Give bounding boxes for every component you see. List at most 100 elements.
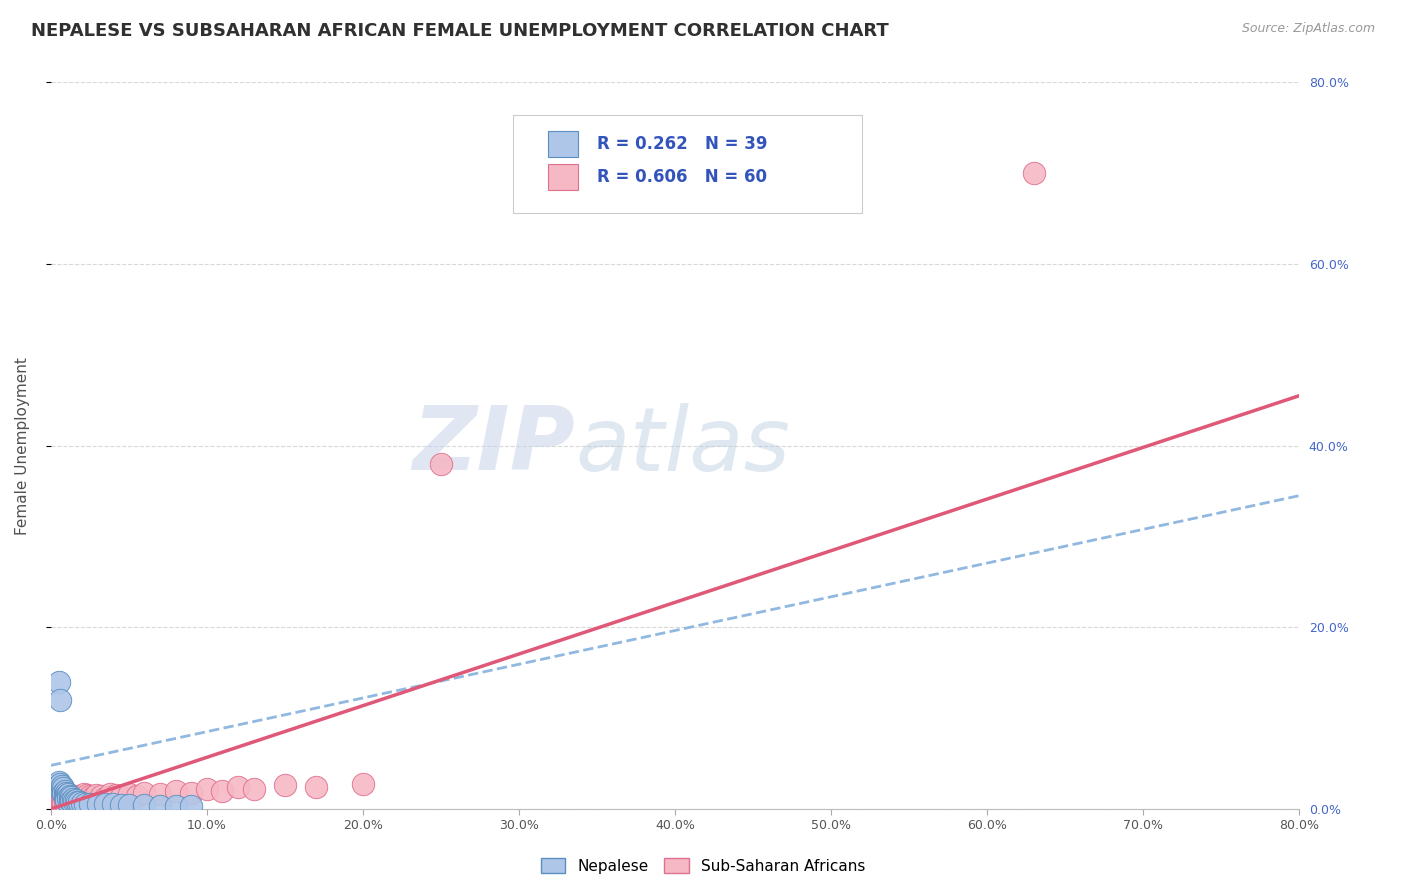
Point (56, 795, 79, 809)
Point (67, 790, 90, 805)
Text: R = 0.606   N = 60: R = 0.606 N = 60 (598, 168, 766, 186)
Text: atlas: atlas (575, 402, 790, 489)
Point (79, 789, 101, 804)
Point (195, 782, 218, 797)
Point (49, 693, 72, 707)
Point (430, 457, 453, 471)
Point (44, 789, 66, 803)
Point (60, 794, 83, 808)
Point (55, 794, 77, 808)
Point (70, 796, 93, 810)
Text: NEPALESE VS SUBSAHARAN AFRICAN FEMALE UNEMPLOYMENT CORRELATION CHART: NEPALESE VS SUBSAHARAN AFRICAN FEMALE UN… (31, 22, 889, 40)
Point (63, 798, 86, 813)
Point (52, 791, 75, 805)
Point (83, 793, 105, 807)
Point (65, 793, 87, 807)
Point (48, 674, 70, 689)
Point (58, 791, 80, 805)
Point (242, 782, 264, 797)
Point (134, 798, 156, 813)
FancyBboxPatch shape (513, 115, 862, 213)
Legend: Nepalese, Sub-Saharan Africans: Nepalese, Sub-Saharan Africans (534, 852, 872, 880)
Point (48, 779, 70, 793)
Point (52, 786, 75, 800)
Y-axis label: Female Unemployment: Female Unemployment (15, 357, 30, 534)
Point (56, 788, 79, 802)
Point (103, 792, 125, 806)
Text: Source: ZipAtlas.com: Source: ZipAtlas.com (1241, 22, 1375, 36)
Point (180, 786, 202, 800)
Point (52, 797, 75, 811)
Point (86, 797, 108, 812)
Point (53, 797, 76, 812)
Point (105, 789, 128, 803)
Point (63, 794, 86, 808)
FancyBboxPatch shape (548, 164, 578, 190)
Point (211, 784, 233, 798)
Point (55, 791, 77, 805)
Point (56, 789, 79, 804)
Point (51, 779, 73, 793)
Point (86, 794, 108, 808)
Point (84, 789, 107, 803)
Point (53, 784, 76, 798)
Point (80, 795, 103, 809)
Point (125, 789, 148, 804)
Point (48, 774, 70, 789)
Point (49, 776, 72, 790)
Point (180, 799, 202, 814)
Point (62, 797, 84, 812)
Point (75, 797, 97, 811)
Point (55, 789, 77, 804)
Point (56, 791, 79, 805)
FancyBboxPatch shape (548, 131, 578, 157)
Point (90, 789, 112, 804)
Point (76, 789, 98, 803)
Point (274, 778, 297, 792)
Point (60, 797, 83, 811)
Point (49, 795, 72, 809)
Point (58, 793, 80, 807)
Point (48, 786, 70, 800)
Point (103, 797, 125, 812)
Point (58, 796, 80, 810)
Point (53, 793, 76, 807)
Point (48, 793, 70, 807)
Point (55, 786, 77, 800)
Point (70, 791, 93, 805)
Point (94, 797, 117, 811)
Point (165, 784, 187, 798)
Point (51, 784, 73, 798)
Point (1022, 166, 1045, 180)
Point (75, 792, 97, 806)
Text: R = 0.262   N = 39: R = 0.262 N = 39 (598, 136, 768, 153)
Point (49, 782, 72, 797)
Point (55, 798, 77, 813)
Point (118, 798, 141, 813)
Point (65, 789, 87, 804)
Point (51, 790, 73, 805)
Point (110, 798, 132, 813)
Point (60, 792, 83, 806)
Point (352, 776, 374, 790)
Point (98, 788, 121, 802)
Point (94, 791, 117, 805)
Point (46, 791, 69, 805)
Point (62, 792, 84, 806)
Point (134, 786, 156, 800)
Point (60, 790, 83, 805)
Point (72, 788, 94, 802)
Text: ZIP: ZIP (412, 402, 575, 489)
Point (66, 795, 89, 809)
Point (77, 794, 100, 808)
Point (149, 799, 172, 814)
Point (66, 795, 89, 809)
Point (165, 799, 187, 814)
Point (51, 796, 73, 810)
Point (149, 788, 172, 802)
Point (58, 789, 80, 804)
Point (110, 790, 132, 805)
Point (118, 787, 141, 801)
Point (226, 780, 249, 794)
Point (53, 789, 76, 803)
